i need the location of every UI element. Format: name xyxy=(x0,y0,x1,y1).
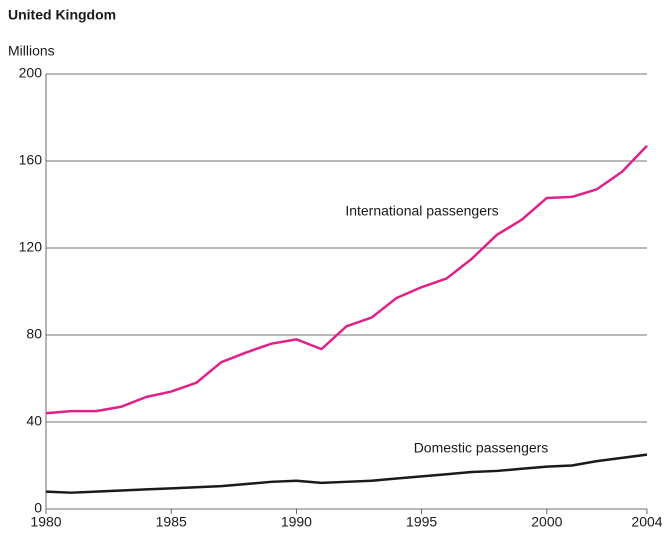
series-label: Domestic passengers xyxy=(414,440,549,456)
x-tick-label: 1980 xyxy=(30,514,61,530)
series-line xyxy=(45,453,648,494)
x-tick-label: 2004 xyxy=(631,514,662,530)
y-tick-label: 200 xyxy=(19,65,43,81)
y-tick-label: 0 xyxy=(34,500,42,516)
y-tick-label: 40 xyxy=(26,413,42,429)
x-tick-label: 1985 xyxy=(156,514,187,530)
series-label: International passengers xyxy=(345,203,498,219)
y-tick-label: 120 xyxy=(19,239,43,255)
y-tick-label: 160 xyxy=(19,152,43,168)
x-tick-label: 2000 xyxy=(531,514,562,530)
series-line xyxy=(45,144,648,415)
x-tick-label: 1990 xyxy=(281,514,312,530)
y-axis-label: Millions xyxy=(8,43,55,59)
chart-title: United Kingdom xyxy=(8,7,116,23)
x-tick-label: 1995 xyxy=(406,514,437,530)
y-tick-label: 80 xyxy=(26,326,42,342)
